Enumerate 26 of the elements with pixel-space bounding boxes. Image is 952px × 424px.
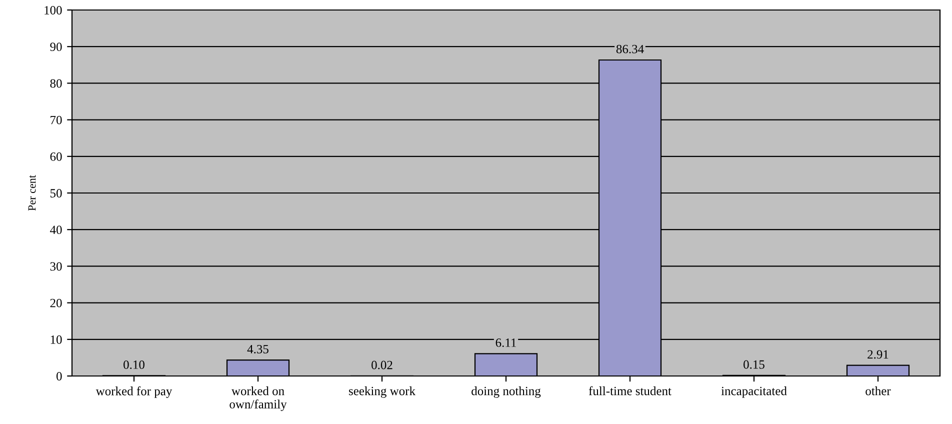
y-tick-label: 40	[50, 226, 62, 234]
y-axis-title: Per cent	[28, 175, 36, 211]
y-tick-label: 10	[50, 335, 62, 344]
y-tick-label: 30	[50, 262, 62, 271]
y-tick-label: 0	[56, 372, 62, 380]
x-tick-label: worked for pay	[96, 386, 172, 398]
x-tick-label: doing nothing	[472, 386, 541, 398]
y-tick-label: 50	[50, 189, 62, 198]
data-label: 86.34	[616, 44, 644, 54]
data-label: 4.35	[247, 344, 268, 354]
y-tick-label: 70	[50, 116, 62, 124]
x-tick-label: full-time student	[588, 386, 672, 396]
y-tick-label: 60	[50, 152, 62, 161]
x-tick-label: incapacitated	[721, 386, 787, 398]
y-tick-label: 90	[50, 42, 62, 52]
data-label: 0.02	[372, 360, 392, 370]
x-tick-label: other	[866, 386, 891, 396]
data-label: 0.15	[744, 360, 764, 369]
x-tick-label: seeking work	[349, 386, 416, 398]
y-tick-label: 100	[44, 6, 62, 14]
x-tick-label: worked on own/family	[230, 386, 287, 412]
data-label: 6.11	[496, 338, 516, 347]
y-tick-label: 80	[50, 79, 62, 88]
y-tick-label: 20	[50, 298, 62, 308]
data-label: 0.10	[124, 360, 144, 369]
data-label: 2.91	[868, 350, 888, 359]
